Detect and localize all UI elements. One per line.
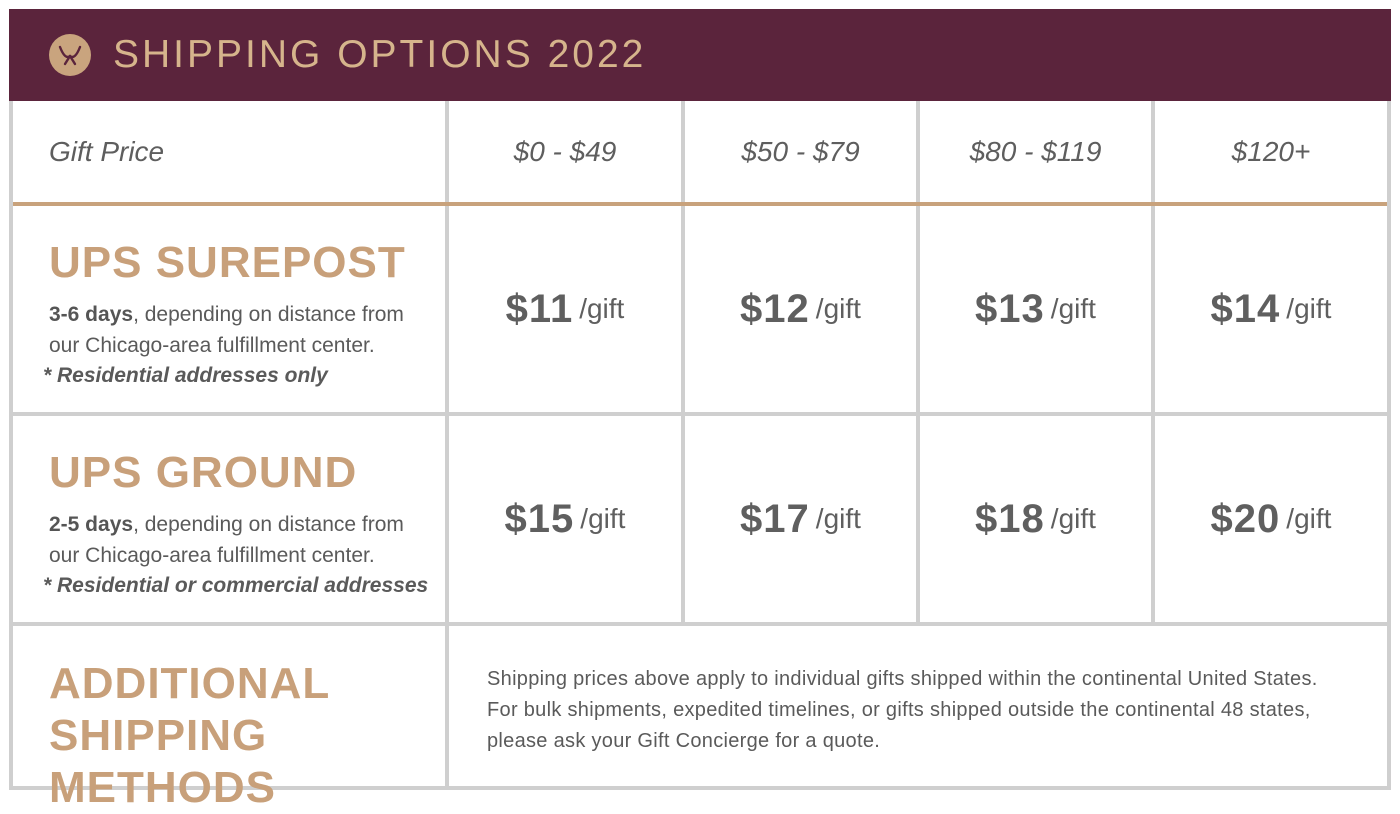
description-text: , depending on distance from <box>133 513 404 536</box>
price-range-2: $50 - $79 <box>685 101 916 202</box>
price-cell: $20/gift <box>1155 416 1387 622</box>
price-range-4: $120+ <box>1155 101 1387 202</box>
price-cell: $13/gift <box>920 206 1151 412</box>
method-title: UPS GROUND <box>49 448 358 497</box>
description-text: our Chicago-area fulfillment center. <box>49 334 375 357</box>
price-cell: $11/gift <box>449 206 681 412</box>
price-unit: /gift <box>1286 293 1332 324</box>
price-cell: $18/gift <box>920 416 1151 622</box>
price-range-text: $0 - $49 <box>513 135 617 167</box>
page-title: SHIPPING OPTIONS 2022 <box>113 33 647 76</box>
price-amount: $15 <box>504 496 575 541</box>
price-cell: $15/gift <box>449 416 681 622</box>
method-title: UPS SUREPOST <box>49 238 406 287</box>
price-range-text: $50 - $79 <box>741 135 860 167</box>
price-unit: /gift <box>815 293 861 324</box>
header-divider <box>13 202 1387 206</box>
price-unit: /gift <box>1050 293 1096 324</box>
info-line: please ask your Gift Concierge for a quo… <box>487 730 881 752</box>
price-amount: $11 <box>505 286 574 331</box>
shipping-table: SHIPPING OPTIONS 2022 Gift Price $0 - $4… <box>9 9 1391 812</box>
price-amount: $17 <box>740 496 810 541</box>
price-cell: $14/gift <box>1155 206 1387 412</box>
bow-icon <box>49 34 91 76</box>
address-note: * Residential addresses only <box>43 364 328 387</box>
method-description: 3-6 days, depending on distance from our… <box>49 299 404 361</box>
price-amount: $13 <box>975 286 1045 331</box>
price-unit: /gift <box>815 503 861 534</box>
description-text: , depending on distance from <box>133 303 404 326</box>
price-unit: /gift <box>1286 503 1332 534</box>
info-line: For bulk shipments, expedited timelines,… <box>487 699 1311 721</box>
price-unit: /gift <box>1050 503 1096 534</box>
method-surepost: UPS SUREPOST 3-6 days, depending on dist… <box>13 206 445 412</box>
price-amount: $20 <box>1210 496 1281 541</box>
address-note: * Residential or commercial addresses <box>43 574 429 597</box>
additional-title: ADDITIONAL SHIPPING METHODS <box>49 658 445 814</box>
additional-title-line: SHIPPING METHODS <box>49 711 276 812</box>
info-line: Shipping prices above apply to individua… <box>487 668 1318 690</box>
delivery-days: 2-5 days <box>49 513 134 536</box>
description-text: our Chicago-area fulfillment center. <box>49 544 375 567</box>
delivery-days: 3-6 days <box>49 303 134 326</box>
additional-info: Shipping prices above apply to individua… <box>449 626 1387 786</box>
price-amount: $12 <box>740 286 810 331</box>
gift-price-label-text: Gift Price <box>49 135 165 167</box>
additional-title-line: ADDITIONAL <box>49 659 331 708</box>
gift-price-label: Gift Price <box>13 101 445 202</box>
header-bar: SHIPPING OPTIONS 2022 <box>9 9 1391 101</box>
price-unit: /gift <box>579 293 625 324</box>
price-range-1: $0 - $49 <box>449 101 681 202</box>
price-cell: $17/gift <box>685 416 916 622</box>
price-range-text: $120+ <box>1231 135 1311 167</box>
price-cell: $12/gift <box>685 206 916 412</box>
method-description: 2-5 days, depending on distance from our… <box>49 509 404 571</box>
additional-info-text: Shipping prices above apply to individua… <box>487 664 1318 757</box>
price-amount: $14 <box>1210 286 1281 331</box>
price-unit: /gift <box>580 503 626 534</box>
price-range-3: $80 - $119 <box>920 101 1151 202</box>
additional-methods: ADDITIONAL SHIPPING METHODS <box>13 626 445 812</box>
method-ground: UPS GROUND 2-5 days, depending on distan… <box>13 416 445 622</box>
price-amount: $18 <box>975 496 1045 541</box>
price-range-text: $80 - $119 <box>969 135 1102 167</box>
